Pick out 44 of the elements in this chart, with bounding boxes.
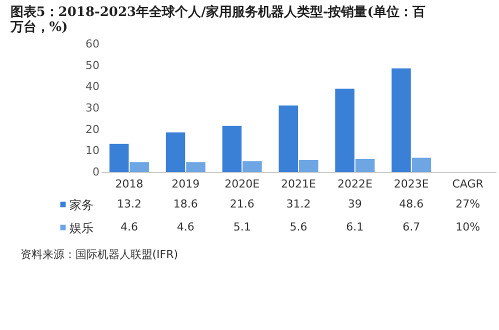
y-tick-label: 10	[86, 144, 100, 158]
data-label: 39	[348, 198, 362, 210]
x-tick-label: 2018	[115, 178, 144, 190]
y-tick-label: 0	[92, 166, 100, 178]
text: 27%	[456, 198, 480, 210]
bar	[222, 126, 242, 172]
data-label: 6.1	[346, 220, 364, 234]
data-label: 6.7	[402, 220, 420, 234]
data-label: 31.2	[286, 198, 311, 210]
chart-title: 图表5：2018-2023年全球个人/家用服务机器人类型-按销量(单位：百万台，%)	[9, 4, 426, 35]
bar	[130, 162, 149, 172]
data-label: 5.1	[233, 220, 251, 234]
bar	[392, 68, 411, 172]
data-label: 4.6	[176, 220, 194, 234]
bar	[278, 105, 298, 172]
y-tick-label: 60	[86, 38, 100, 50]
legend-label: 家务	[70, 198, 94, 212]
data-label: 13.2	[116, 198, 142, 210]
data-label: 4.6	[120, 220, 138, 234]
x-tick-label: CAGR	[452, 178, 484, 190]
bar	[186, 162, 206, 172]
bar	[412, 158, 432, 172]
data-label: 21.6	[230, 198, 254, 210]
text: 10%	[456, 220, 480, 234]
data-label: 18.6	[173, 198, 198, 210]
x-tick-label: 2021E	[281, 178, 316, 190]
bar	[242, 161, 262, 172]
x-tick-label: 2023E	[394, 178, 429, 190]
bar	[335, 88, 354, 172]
data-label: 48.6	[399, 198, 424, 210]
data-label: 5.6	[290, 220, 308, 234]
bar	[109, 144, 129, 172]
bar	[299, 160, 318, 172]
x-tick-label: 2019	[172, 178, 200, 190]
bar	[166, 132, 186, 172]
y-tick-label: 30	[86, 102, 100, 114]
legend-label: 娱乐	[70, 221, 94, 235]
x-tick-label: 2020E	[224, 178, 260, 190]
text: 资料来源：国际机器人联盟(IFR)	[20, 248, 178, 261]
x-tick-label: 2022E	[337, 178, 372, 190]
y-tick-label: 50	[86, 58, 100, 72]
bar	[355, 158, 375, 172]
y-tick-label: 20	[86, 122, 100, 136]
y-tick-label: 40	[86, 80, 100, 94]
